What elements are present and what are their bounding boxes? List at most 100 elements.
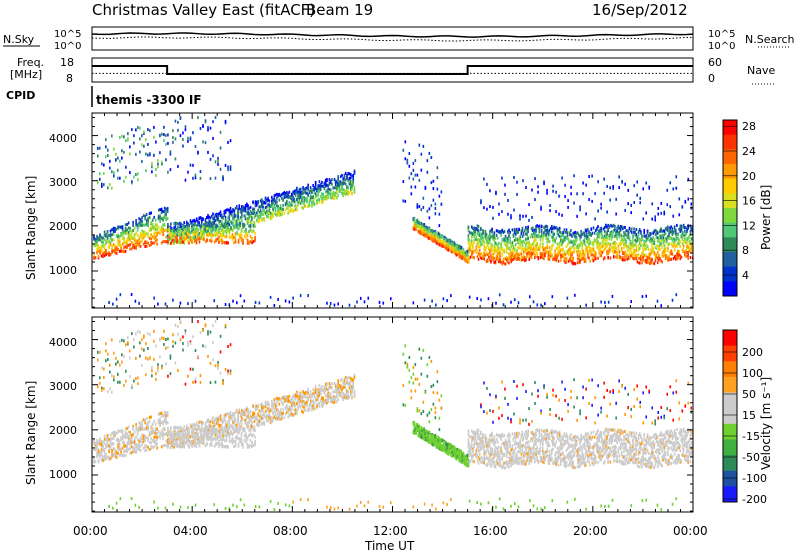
power-data-point bbox=[491, 247, 493, 251]
power-data-point bbox=[638, 242, 641, 246]
power-data-point bbox=[543, 251, 545, 255]
velocity-data-point bbox=[138, 441, 140, 445]
power-data-point bbox=[481, 256, 483, 260]
power-data-point bbox=[679, 256, 682, 260]
power-data-point bbox=[185, 237, 187, 241]
power-data-point bbox=[509, 236, 511, 240]
power-data-point bbox=[230, 221, 233, 225]
power-data-point bbox=[424, 225, 427, 229]
power-data-point bbox=[567, 259, 570, 263]
power-data-point bbox=[663, 212, 666, 216]
power-data-point bbox=[627, 188, 629, 192]
power-data-point bbox=[659, 248, 661, 252]
power-data-point bbox=[93, 252, 95, 256]
power-data-point bbox=[205, 216, 208, 220]
power-data-point bbox=[512, 250, 515, 254]
power-data-point bbox=[111, 250, 113, 254]
power-data-point bbox=[560, 249, 562, 253]
power-data-point bbox=[556, 247, 559, 251]
power-data-point bbox=[582, 231, 585, 235]
power-data-point bbox=[197, 150, 199, 154]
power-data-point bbox=[683, 234, 686, 238]
power-data-point bbox=[149, 152, 151, 156]
power-data-point bbox=[498, 258, 500, 262]
power-data-point bbox=[214, 229, 217, 233]
power-data-point bbox=[216, 230, 219, 234]
power-data-point bbox=[126, 237, 128, 241]
power-data-point bbox=[665, 254, 668, 258]
power-data-point bbox=[249, 215, 252, 219]
power-data-point bbox=[498, 293, 501, 297]
power-data-point bbox=[612, 248, 615, 252]
power-data-point bbox=[157, 165, 159, 169]
power-data-point bbox=[530, 244, 533, 248]
power-data-point bbox=[540, 255, 543, 259]
power-data-point bbox=[258, 210, 261, 214]
velocity-data-point bbox=[100, 453, 103, 457]
power-data-point bbox=[611, 249, 614, 253]
power-data-point bbox=[180, 231, 183, 235]
power-data-point bbox=[581, 252, 584, 256]
power-data-point bbox=[351, 187, 353, 191]
power-data-point bbox=[659, 257, 661, 261]
power-data-point bbox=[678, 197, 681, 201]
power-data-point bbox=[677, 249, 679, 253]
power-data-point bbox=[618, 242, 621, 246]
power-data-point bbox=[521, 256, 524, 260]
power-data-point bbox=[121, 230, 124, 234]
power-data-point bbox=[115, 297, 118, 301]
power-data-point bbox=[167, 226, 169, 230]
power-data-point bbox=[438, 236, 441, 240]
power-data-point bbox=[508, 252, 510, 256]
velocity-data-point bbox=[114, 431, 116, 435]
power-data-point bbox=[302, 201, 304, 205]
power-data-point bbox=[230, 235, 232, 239]
power-data-point bbox=[289, 209, 292, 213]
power-data-point bbox=[278, 206, 281, 210]
power-data-point bbox=[628, 251, 631, 255]
power-data-point bbox=[486, 236, 489, 240]
power-data-point bbox=[96, 251, 98, 255]
power-data-point bbox=[528, 241, 531, 245]
power-data-point bbox=[264, 211, 267, 215]
power-data-point bbox=[217, 159, 219, 163]
power-data-point bbox=[435, 232, 438, 236]
power-data-point bbox=[145, 152, 147, 156]
power-data-point bbox=[600, 229, 603, 233]
power-data-point bbox=[555, 247, 558, 251]
power-data-point bbox=[615, 233, 617, 237]
power-data-point bbox=[336, 188, 338, 192]
power-data-point bbox=[494, 249, 497, 253]
power-data-point bbox=[316, 194, 318, 198]
power-data-point bbox=[614, 224, 616, 228]
power-data-point bbox=[157, 216, 160, 220]
power-data-point bbox=[414, 159, 417, 163]
power-data-point bbox=[232, 208, 234, 212]
power-data-point bbox=[668, 242, 670, 246]
power-data-point bbox=[505, 258, 508, 262]
power-data-point bbox=[579, 244, 581, 248]
power-data-point bbox=[635, 233, 638, 237]
power-data-point bbox=[425, 227, 428, 231]
power-data-point bbox=[585, 247, 588, 251]
power-data-point bbox=[654, 218, 657, 222]
power-data-point bbox=[535, 225, 537, 229]
power-data-point bbox=[108, 240, 110, 244]
power-data-point bbox=[477, 229, 480, 233]
power-data-point bbox=[493, 248, 496, 252]
power-data-point bbox=[165, 207, 167, 211]
power-data-point bbox=[117, 241, 119, 245]
power-data-point bbox=[679, 240, 682, 244]
power-data-point bbox=[304, 204, 307, 208]
velocity-data-point bbox=[129, 437, 131, 441]
power-data-point bbox=[184, 232, 187, 236]
power-data-point bbox=[103, 247, 106, 251]
power-data-point bbox=[447, 245, 450, 249]
power-data-point bbox=[538, 227, 541, 231]
power-data-point bbox=[309, 193, 312, 197]
velocity-data-point bbox=[120, 453, 122, 457]
power-data-point bbox=[593, 249, 596, 253]
power-data-point bbox=[112, 238, 115, 242]
power-data-point bbox=[529, 235, 532, 239]
velocity-data-point bbox=[97, 458, 100, 462]
